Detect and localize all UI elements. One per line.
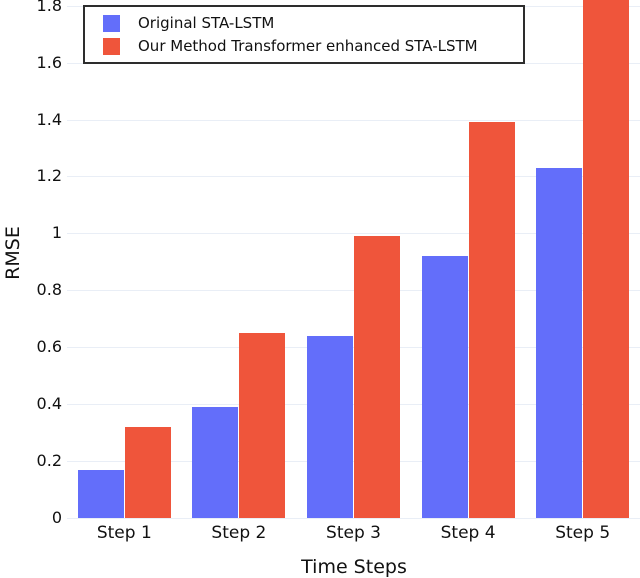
bar-step-4-series-1 bbox=[421, 256, 468, 518]
bar-step-2-series-1 bbox=[192, 407, 239, 518]
x-axis-title: Time Steps bbox=[301, 556, 407, 578]
y-tick-label: 0.2 bbox=[36, 451, 62, 471]
legend-item: Our Method Transformer enhanced STA-LSTM bbox=[103, 37, 509, 55]
x-tick-label: Step 3 bbox=[326, 523, 381, 543]
y-tick-label: 1.4 bbox=[36, 109, 62, 129]
y-tick-label: 1.8 bbox=[36, 0, 62, 15]
gridline bbox=[67, 233, 640, 235]
gridline bbox=[67, 518, 640, 519]
y-tick-label: 1.6 bbox=[36, 52, 62, 72]
x-tick-label: Step 2 bbox=[211, 523, 267, 543]
legend: Original STA-LSTM Our Method Transformer … bbox=[83, 5, 525, 64]
y-tick-label: 1 bbox=[51, 223, 62, 243]
bar-step-1-series-2 bbox=[124, 426, 171, 518]
x-tick-label: Step 1 bbox=[96, 523, 152, 543]
gridline bbox=[67, 347, 640, 349]
bar-step-4-series-2 bbox=[468, 122, 515, 518]
y-tick-label: 0.6 bbox=[36, 337, 62, 357]
gridline bbox=[67, 119, 640, 121]
legend-label: Original STA-LSTM bbox=[138, 14, 275, 32]
legend-item: Original STA-LSTM bbox=[103, 14, 509, 32]
bar-step-5-series-1 bbox=[536, 167, 583, 518]
x-tick-label: Step 4 bbox=[440, 523, 496, 543]
bar-step-2-series-2 bbox=[239, 333, 286, 518]
y-axis-title: RMSE bbox=[2, 226, 24, 280]
plot-area bbox=[67, 0, 640, 519]
bar-step-5-series-2 bbox=[583, 0, 630, 518]
gridline bbox=[67, 290, 640, 292]
legend-label: Our Method Transformer enhanced STA-LSTM bbox=[138, 37, 478, 55]
y-tick-label: 0.4 bbox=[36, 394, 62, 414]
gridline bbox=[67, 461, 640, 463]
bar-step-3-series-1 bbox=[307, 335, 353, 518]
y-tick-label: 0 bbox=[51, 508, 62, 527]
y-tick-label: 0.8 bbox=[36, 280, 62, 300]
legend-swatch-icon bbox=[103, 14, 120, 32]
legend-swatch-icon bbox=[103, 37, 120, 55]
gridline bbox=[67, 404, 640, 406]
gridline bbox=[67, 176, 640, 178]
bar-step-1-series-1 bbox=[77, 469, 124, 518]
x-tick-label: Step 5 bbox=[555, 523, 611, 543]
y-tick-label: 1.2 bbox=[36, 166, 62, 186]
bar-step-3-series-2 bbox=[354, 236, 400, 518]
